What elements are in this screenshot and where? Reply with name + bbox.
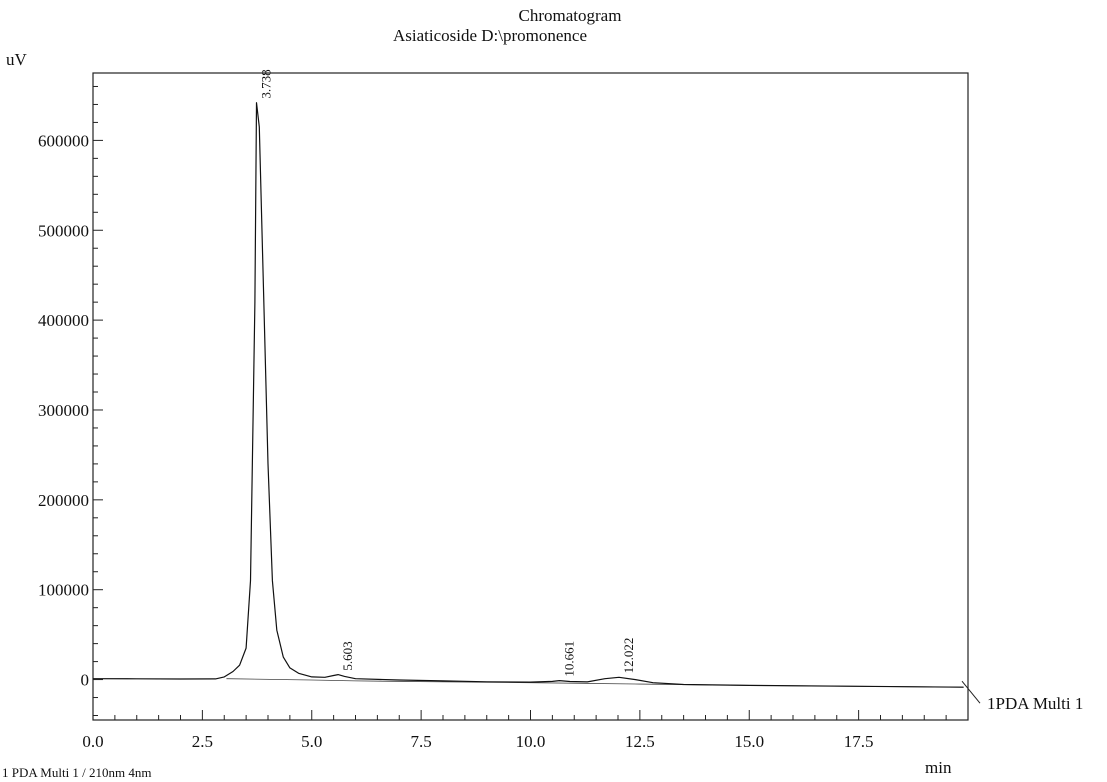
peak-label: 3.738 [259, 69, 274, 98]
peak-label: 5.603 [340, 641, 355, 670]
y-tick-label: 600000 [38, 131, 89, 150]
peak-label: 12.022 [621, 638, 636, 674]
y-tick-label: 400000 [38, 311, 89, 330]
footer-channel-label: 1 PDA Multi 1 / 210nm 4nm [2, 765, 152, 780]
y-tick-label: 100000 [38, 581, 89, 600]
trace-label-leader [961, 680, 981, 704]
peak-label: 10.661 [561, 641, 576, 677]
x-tick-label: 12.5 [625, 732, 655, 751]
y-tick-label: 500000 [38, 221, 89, 240]
x-tick-label: 5.0 [301, 732, 322, 751]
x-tick-label: 15.0 [734, 732, 764, 751]
chart-title: Chromatogram [518, 6, 622, 25]
y-tick-label: 0 [81, 671, 90, 690]
chart-subtitle: Asiaticoside D:\promonence [392, 26, 588, 45]
x-tick-label: 2.5 [192, 732, 213, 751]
y-tick-label: 200000 [38, 491, 89, 510]
x-tick-label: 0.0 [82, 732, 103, 751]
y-tick-label: 300000 [38, 401, 89, 420]
x-axis-unit-label: min [925, 758, 952, 777]
x-tick-label: 7.5 [411, 732, 432, 751]
y-axis-unit-label: uV [6, 50, 27, 69]
plot-frame [92, 72, 969, 721]
x-tick-label: 10.0 [516, 732, 546, 751]
series-line-trace [92, 102, 964, 688]
x-tick-label: 17.5 [844, 732, 874, 751]
trace-label: 1PDA Multi 1 [987, 694, 1083, 713]
